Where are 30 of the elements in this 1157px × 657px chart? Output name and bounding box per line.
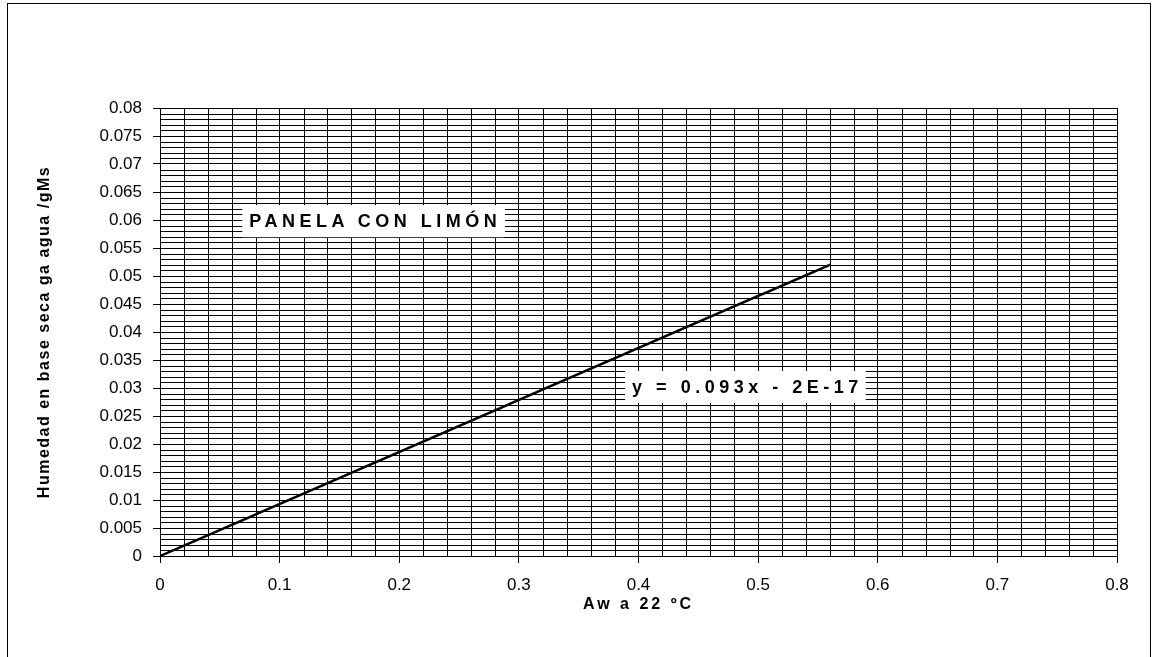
y-tick-label: 0.065 [99,181,142,201]
y-tick-label: 0 [132,545,142,565]
x-tick-label: 0.7 [985,574,1010,594]
y-tick-label: 0.06 [108,209,142,229]
y-tick-label: 0.045 [99,293,142,313]
y-axis-title: Humedad en base seca ga agua /gMs [35,165,53,499]
x-axis-title: Aw a 22 ºC [582,595,695,613]
y-tick-label: 0.05 [108,265,142,285]
y-tick-label: 0.035 [99,349,142,369]
x-tick-label: 0 [155,574,165,594]
y-tick-label: 0.04 [108,321,142,341]
y-tick-label: 0.01 [108,489,142,509]
y-tick-label: 0.005 [99,517,142,537]
y-tick-label: 0.015 [99,461,142,481]
x-tick-label: 0.8 [1105,574,1129,594]
x-tick-label: 0.2 [387,574,412,594]
y-tick-label: 0.08 [108,97,142,117]
x-tick-label: 0.5 [746,574,770,594]
x-tick-label: 0.1 [267,574,292,594]
y-tick-label: 0.07 [108,153,142,173]
x-tick-label: 0.6 [865,574,890,594]
y-tick-label: 0.055 [99,237,142,257]
y-tick-label: 0.025 [99,405,142,425]
annotation: y = 0.093x - 2E-17 [632,377,863,398]
annotation: PANELA CON LIMÓN [249,210,502,232]
y-tick-label: 0.075 [99,125,142,145]
x-tick-label: 0.3 [507,574,531,594]
x-tick-label: 0.4 [626,574,651,594]
y-tick-label: 0.03 [108,377,142,397]
y-tick-label: 0.02 [108,433,142,453]
